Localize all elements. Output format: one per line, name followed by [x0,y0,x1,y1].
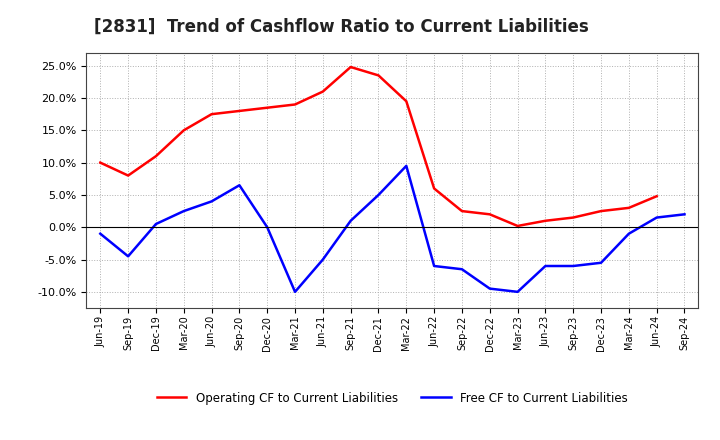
Operating CF to Current Liabilities [513,224,522,229]
Free CF to Current Liabilities [207,199,216,204]
Free CF to Current Liabilities [652,215,661,220]
Line: Operating CF to Current Liabilities: Operating CF to Current Liabilities [100,67,657,226]
Operating CF to Current Liabilities [402,99,410,104]
Free CF to Current Liabilities [346,218,355,224]
Operating CF to Current Liabilities [652,194,661,199]
Free CF to Current Liabilities [235,183,243,188]
Operating CF to Current Liabilities [569,215,577,220]
Free CF to Current Liabilities [680,212,689,217]
Text: [2831]  Trend of Cashflow Ratio to Current Liabilities: [2831] Trend of Cashflow Ratio to Curren… [94,18,588,36]
Free CF to Current Liabilities [541,264,550,269]
Operating CF to Current Liabilities [207,111,216,117]
Free CF to Current Liabilities [318,257,327,262]
Operating CF to Current Liabilities [458,209,467,214]
Operating CF to Current Liabilities [179,128,188,133]
Legend: Operating CF to Current Liabilities, Free CF to Current Liabilities: Operating CF to Current Liabilities, Fre… [152,387,633,409]
Operating CF to Current Liabilities [374,73,383,78]
Operating CF to Current Liabilities [235,108,243,114]
Operating CF to Current Liabilities [124,173,132,178]
Free CF to Current Liabilities [513,289,522,294]
Line: Free CF to Current Liabilities: Free CF to Current Liabilities [100,166,685,292]
Free CF to Current Liabilities [291,289,300,294]
Operating CF to Current Liabilities [318,89,327,94]
Operating CF to Current Liabilities [96,160,104,165]
Operating CF to Current Liabilities [624,205,633,210]
Free CF to Current Liabilities [430,264,438,269]
Free CF to Current Liabilities [402,163,410,169]
Free CF to Current Liabilities [624,231,633,236]
Free CF to Current Liabilities [124,254,132,259]
Free CF to Current Liabilities [179,209,188,214]
Free CF to Current Liabilities [263,224,271,230]
Free CF to Current Liabilities [485,286,494,291]
Free CF to Current Liabilities [374,192,383,198]
Operating CF to Current Liabilities [430,186,438,191]
Operating CF to Current Liabilities [597,209,606,214]
Operating CF to Current Liabilities [541,218,550,224]
Operating CF to Current Liabilities [152,154,161,159]
Operating CF to Current Liabilities [485,212,494,217]
Free CF to Current Liabilities [458,267,467,272]
Operating CF to Current Liabilities [291,102,300,107]
Operating CF to Current Liabilities [346,64,355,70]
Operating CF to Current Liabilities [263,105,271,110]
Free CF to Current Liabilities [569,264,577,269]
Free CF to Current Liabilities [96,231,104,236]
Free CF to Current Liabilities [152,221,161,227]
Free CF to Current Liabilities [597,260,606,265]
